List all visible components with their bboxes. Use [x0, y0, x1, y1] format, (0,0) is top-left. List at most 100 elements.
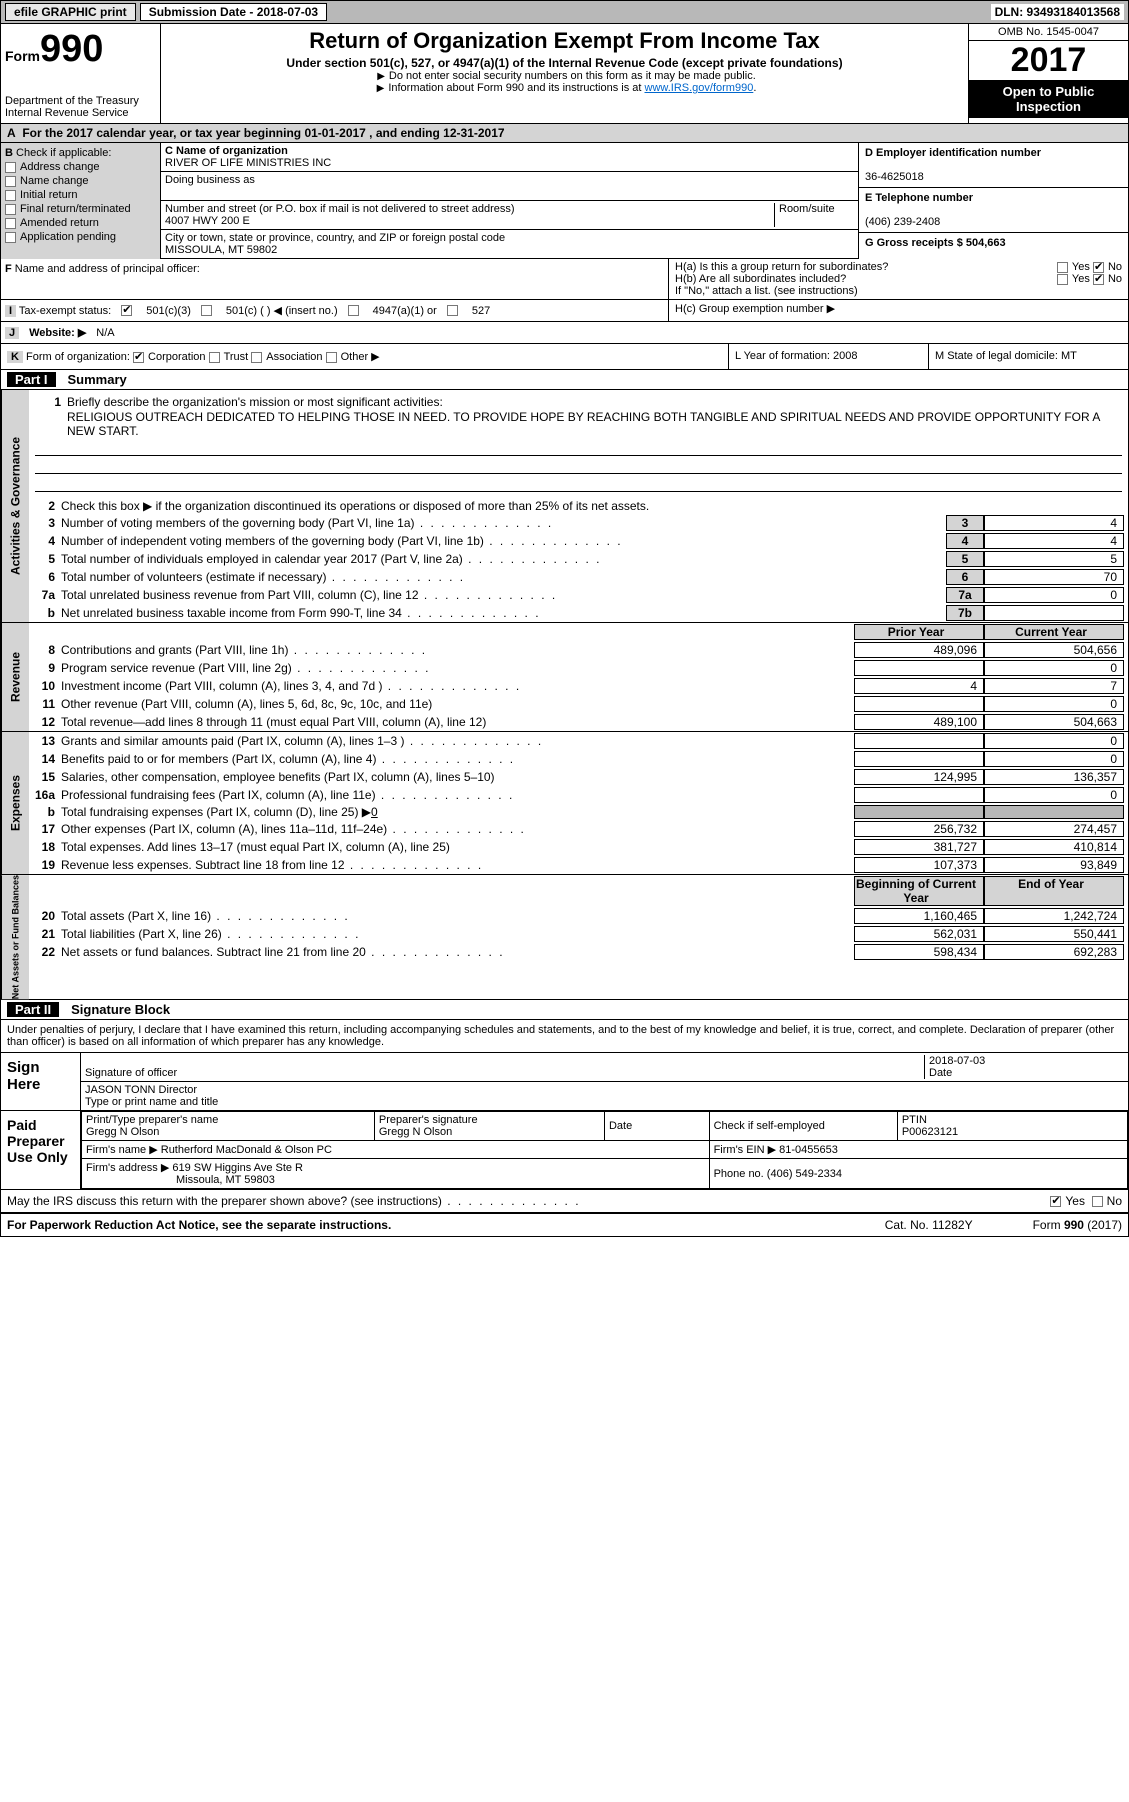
- side-netassets: Net Assets or Fund Balances: [1, 875, 29, 999]
- cb-527[interactable]: [447, 305, 458, 316]
- efile-print-button[interactable]: efile GRAPHIC print: [5, 3, 136, 21]
- cb-address-change[interactable]: [5, 162, 16, 173]
- l16a-text: Professional fundraising fees (Part IX, …: [61, 788, 854, 802]
- side-activities: Activities & Governance: [1, 390, 29, 622]
- irs-link[interactable]: www.IRS.gov/form990: [645, 82, 754, 94]
- begin-year-hdr: Beginning of Current Year: [854, 876, 984, 906]
- form-number: 990: [40, 28, 103, 70]
- ptin-value: P00623121: [902, 1126, 958, 1138]
- prep-sig-label: Preparer's signature: [379, 1114, 478, 1126]
- form-header: Form990 Department of the Treasury Inter…: [0, 24, 1129, 124]
- l16b-val: 0: [371, 805, 378, 819]
- self-employed-label: Check if self-employed: [714, 1120, 825, 1132]
- l10-text: Investment income (Part VIII, column (A)…: [61, 679, 854, 693]
- prep-name: Gregg N Olson: [86, 1126, 159, 1138]
- l22-prior: 598,434: [854, 944, 984, 960]
- l15-prior: 124,995: [854, 769, 984, 785]
- cb-corp[interactable]: [133, 352, 144, 363]
- lbl-assoc: Association: [266, 351, 322, 363]
- hb-note: If "No," attach a list. (see instruction…: [675, 285, 1122, 297]
- note-ssn: Do not enter social security numbers on …: [389, 70, 756, 82]
- l19-text: Revenue less expenses. Subtract line 18 …: [61, 858, 854, 872]
- header-right: OMB No. 1545-0047 2017 Open to Public In…: [968, 24, 1128, 123]
- cb-hb-no[interactable]: [1093, 274, 1104, 285]
- firm-ein-label: Firm's EIN ▶: [714, 1144, 777, 1156]
- firm-city: Missoula, MT 59803: [176, 1174, 275, 1186]
- cb-amended[interactable]: [5, 218, 16, 229]
- firm-addr: 619 SW Higgins Ave Ste R: [172, 1162, 303, 1174]
- l4-text: Number of independent voting members of …: [61, 534, 946, 548]
- ha-no: No: [1108, 261, 1122, 273]
- cb-discuss-yes[interactable]: [1050, 1196, 1061, 1207]
- cb-hb-yes[interactable]: [1057, 274, 1068, 285]
- l8-text: Contributions and grants (Part VIII, lin…: [61, 643, 854, 657]
- l8-prior: 489,096: [854, 642, 984, 658]
- f-officer-label: Name and address of principal officer:: [15, 263, 200, 275]
- p1-revenue: Revenue Prior YearCurrent Year 8Contribu…: [0, 623, 1129, 732]
- p1-netassets: Net Assets or Fund Balances Beginning of…: [0, 875, 1129, 1000]
- cb-501c3[interactable]: [121, 305, 132, 316]
- l12-curr: 504,663: [984, 714, 1124, 730]
- sig-date-label: Date: [929, 1067, 952, 1079]
- cb-app-pending[interactable]: [5, 232, 16, 243]
- hb-yes: Yes: [1072, 273, 1090, 285]
- sig-date: 2018-07-03: [929, 1055, 985, 1067]
- cat-no: Cat. No. 11282Y: [885, 1218, 973, 1232]
- firm-phone: (406) 549-2334: [767, 1168, 842, 1180]
- cb-501c[interactable]: [201, 305, 212, 316]
- cb-assoc[interactable]: [251, 352, 262, 363]
- l15-curr: 136,357: [984, 769, 1124, 785]
- l22-curr: 692,283: [984, 944, 1124, 960]
- cb-trust[interactable]: [209, 352, 220, 363]
- discuss-text: May the IRS discuss this return with the…: [7, 1194, 1050, 1208]
- cb-4947[interactable]: [348, 305, 359, 316]
- street-address: 4007 HWY 200 E: [165, 215, 250, 227]
- hc-label: H(c) Group exemption number ▶: [668, 300, 1128, 321]
- dept-treasury: Department of the Treasury: [5, 95, 156, 107]
- hb-label: H(b) Are all subordinates included?: [675, 273, 846, 285]
- type-name-label: Type or print name and title: [85, 1096, 218, 1108]
- cb-final-return[interactable]: [5, 204, 16, 215]
- l10-prior: 4: [854, 678, 984, 694]
- officer-name: JASON TONN Director: [85, 1084, 197, 1096]
- cb-ha-no[interactable]: [1093, 262, 1104, 273]
- l14-curr: 0: [984, 751, 1124, 767]
- l3-text: Number of voting members of the governin…: [61, 516, 946, 530]
- lbl-corp: Corporation: [148, 351, 205, 363]
- section-bcd: B Check if applicable: Address change Na…: [0, 143, 1129, 259]
- cb-ha-yes[interactable]: [1057, 262, 1068, 273]
- part1-title: Summary: [68, 372, 127, 387]
- lbl-501c3: 501(c)(3): [146, 305, 191, 317]
- l9-text: Program service revenue (Part VIII, line…: [61, 661, 854, 675]
- l9-curr: 0: [984, 660, 1124, 676]
- l20-text: Total assets (Part X, line 16): [61, 909, 854, 923]
- cb-name-change[interactable]: [5, 176, 16, 187]
- open-to-public: Open to Public Inspection: [969, 80, 1128, 118]
- l12-text: Total revenue—add lines 8 through 11 (mu…: [61, 715, 854, 729]
- curr-year-hdr: Current Year: [984, 624, 1124, 640]
- l15-text: Salaries, other compensation, employee b…: [61, 770, 854, 784]
- lbl-501c: 501(c) ( ) ◀ (insert no.): [226, 304, 338, 317]
- l20-curr: 1,242,724: [984, 908, 1124, 924]
- side-revenue: Revenue: [1, 623, 29, 731]
- cb-initial-return[interactable]: [5, 190, 16, 201]
- org-name: RIVER OF LIFE MINISTRIES INC: [165, 157, 331, 169]
- lbl-final: Final return/terminated: [20, 203, 131, 215]
- header-mid: Return of Organization Exempt From Incom…: [161, 24, 968, 123]
- top-bar: efile GRAPHIC print Submission Date - 20…: [0, 0, 1129, 24]
- cb-discuss-no[interactable]: [1092, 1196, 1103, 1207]
- website-value: N/A: [96, 327, 114, 339]
- l7a-val: 0: [984, 587, 1124, 603]
- part2-label: Part II: [7, 1002, 59, 1017]
- l9-prior: [854, 660, 984, 676]
- cb-other[interactable]: [326, 352, 337, 363]
- l13-prior: [854, 733, 984, 749]
- city-label: City or town, state or province, country…: [165, 232, 505, 244]
- row-i: I Tax-exempt status: 501(c)(3) 501(c) ( …: [0, 300, 1129, 322]
- l11-prior: [854, 696, 984, 712]
- lbl-app-pending: Application pending: [20, 231, 116, 243]
- l18-prior: 381,727: [854, 839, 984, 855]
- website-label: Website: ▶: [29, 326, 86, 339]
- part1-label: Part I: [7, 372, 56, 387]
- irs-label: Internal Revenue Service: [5, 107, 156, 119]
